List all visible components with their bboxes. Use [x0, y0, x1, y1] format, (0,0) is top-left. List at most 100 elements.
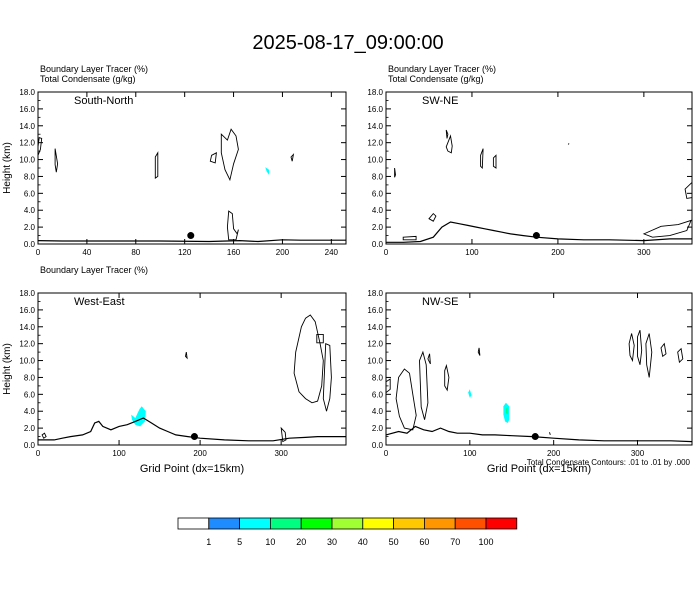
y-tick-label: 18.0 — [19, 289, 35, 298]
plot-frame — [385, 292, 693, 446]
plot-frame — [385, 91, 693, 245]
tracer-patch — [265, 167, 269, 175]
y-tick-label: 8.0 — [372, 373, 384, 382]
y-tick-label: 16.0 — [19, 306, 35, 315]
panel-label: SW-NE — [422, 95, 458, 107]
panel-west-east: Boundary Layer Tracer (%) West-East 0.0 2.0… — [2, 265, 347, 475]
colorbar-label: 5 — [237, 537, 242, 547]
y-tick-label: 10.0 — [367, 357, 383, 366]
x-tick-label: 0 — [384, 449, 389, 458]
panel-nw-se: NW-SE 0.0 2.0 4.0 6.0 8.0 10.0 12.0 14.0 16.0 18.0… — [367, 289, 693, 475]
condensate-contour — [54, 148, 59, 173]
x-tick-label: 80 — [131, 248, 140, 257]
colorbar-label: 50 — [389, 537, 399, 547]
panel-header-condensate: Total Condensate (g/kg) — [388, 74, 484, 84]
condensate-contour — [628, 333, 635, 363]
condensate-contour — [322, 343, 332, 412]
y-tick-label: 18.0 — [367, 289, 383, 298]
y-tick-label: 2.0 — [372, 223, 384, 232]
y-tick-label: 8.0 — [372, 172, 384, 181]
terrain-line — [385, 425, 693, 443]
y-tick-label: 16.0 — [367, 306, 383, 315]
panel-south-north: Boundary Layer Tracer (%)Total Condensat… — [2, 64, 347, 257]
colorbar-label: 1 — [206, 537, 211, 547]
panel-label: South-North — [74, 95, 133, 107]
x-tick-label: 200 — [193, 449, 207, 458]
condensate-contour — [37, 137, 43, 156]
y-tick-label: 14.0 — [367, 323, 383, 332]
y-tick-label: 14.0 — [19, 122, 35, 131]
colorbar-swatch — [454, 517, 487, 530]
x-tick-label: 200 — [551, 248, 565, 257]
x-tick-label: 300 — [637, 248, 651, 257]
condensate-contour — [293, 314, 324, 404]
condensate-contour — [444, 363, 450, 392]
x-tick-label: 160 — [227, 248, 241, 257]
panel-label: West-East — [74, 296, 125, 308]
terrain-line — [38, 417, 346, 442]
y-tick-label: 0.0 — [24, 441, 36, 450]
condensate-contour — [477, 347, 481, 356]
colorbar-label: 60 — [419, 537, 429, 547]
y-tick-label: 4.0 — [372, 407, 384, 416]
y-axis-label: Height (km) — [2, 343, 13, 395]
y-tick-label: 0.0 — [372, 240, 384, 249]
condensate-contour — [280, 426, 287, 443]
x-axis-label: Grid Point (dx=15km) — [487, 463, 591, 475]
y-tick-label: 0.0 — [372, 441, 384, 450]
site-marker — [187, 232, 195, 240]
x-tick-label: 100 — [112, 449, 126, 458]
colorbar-label: 70 — [450, 537, 460, 547]
plot-frame — [37, 91, 347, 245]
y-tick-label: 4.0 — [24, 407, 36, 416]
x-tick-label: 200 — [276, 248, 290, 257]
y-tick-label: 8.0 — [24, 172, 36, 181]
site-marker — [532, 232, 540, 240]
panel-sw-ne: Boundary Layer Tracer (%)Total Condensat… — [367, 64, 693, 257]
colorbar-legend: 1 5 10 20 30 40 50 60 70 100 — [177, 517, 518, 547]
x-tick-label: 0 — [36, 248, 41, 257]
y-tick-label: 2.0 — [372, 424, 384, 433]
condensate-contour — [642, 219, 692, 238]
colorbar-swatch — [239, 517, 271, 530]
y-tick-label: 16.0 — [19, 105, 35, 114]
colorbar-swatch — [208, 517, 241, 530]
colorbar-label: 40 — [358, 537, 368, 547]
x-tick-label: 300 — [274, 449, 288, 458]
condensate-contour — [492, 154, 497, 169]
panel-header-tracer: Boundary Layer Tracer (%) — [388, 64, 496, 74]
y-tick-label: 18.0 — [19, 88, 35, 97]
panel-header-condensate: Total Condensate (g/kg) — [40, 74, 136, 84]
colorbar-swatch — [177, 517, 210, 530]
panel-label: NW-SE — [422, 296, 458, 308]
y-tick-label: 2.0 — [24, 424, 36, 433]
y-axis-label: Height (km) — [2, 142, 13, 194]
y-tick-label: 10.0 — [19, 357, 35, 366]
condensate-contour — [290, 153, 295, 162]
y-tick-label: 4.0 — [24, 206, 36, 215]
x-axis-label: Grid Point (dx=15km) — [140, 463, 244, 475]
figure-title: 2025-08-17_09:00:00 — [252, 32, 443, 54]
y-tick-label: 2.0 — [24, 223, 36, 232]
y-tick-label: 14.0 — [367, 122, 383, 131]
panel-header-tracer: Boundary Layer Tracer (%) — [40, 265, 148, 275]
colorbar-swatch — [423, 517, 456, 530]
condensate-contour — [567, 143, 570, 145]
colorbar-label: 30 — [327, 537, 337, 547]
site-marker — [531, 433, 539, 441]
colorbar-label: 20 — [296, 537, 306, 547]
tracer-patch — [131, 406, 146, 427]
site-marker — [190, 433, 198, 441]
y-tick-label: 10.0 — [367, 156, 383, 165]
panels: Boundary Layer Tracer (%)Total Condensat… — [2, 64, 693, 475]
x-tick-label: 200 — [547, 449, 561, 458]
condensate-contour — [684, 181, 693, 199]
colorbar-swatch — [485, 517, 518, 530]
x-tick-label: 0 — [384, 248, 389, 257]
colorbar-label: 10 — [265, 537, 275, 547]
condensate-contour — [226, 210, 239, 241]
y-tick-label: 8.0 — [24, 373, 36, 382]
condensate-contour — [154, 151, 159, 179]
colorbar-swatch — [331, 517, 364, 530]
y-tick-label: 0.0 — [24, 240, 36, 249]
